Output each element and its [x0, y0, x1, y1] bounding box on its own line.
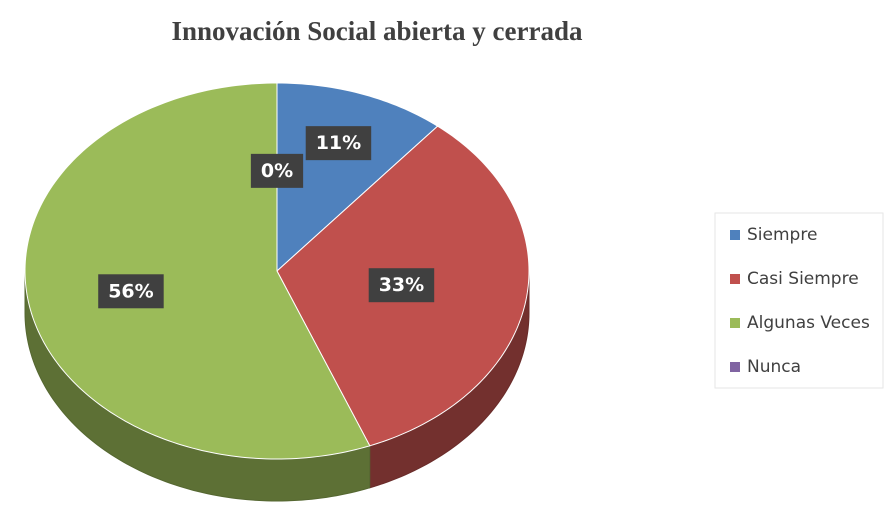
slice	[24, 82, 371, 460]
data-label-box	[368, 268, 435, 303]
data-label-box	[250, 153, 304, 188]
legend-swatch	[730, 230, 740, 240]
chart-title: Innovación Social abierta y cerrada	[172, 16, 583, 46]
legend-swatch	[730, 274, 740, 284]
data-label-box	[305, 126, 372, 161]
legend-swatch	[730, 318, 740, 328]
legend-label: Nunca	[747, 357, 801, 377]
data-label: 33%	[379, 274, 424, 296]
data-label-box	[98, 274, 164, 309]
data-label: 56%	[108, 280, 153, 302]
data-label: 11%	[316, 132, 361, 154]
legend-label: Siempre	[747, 225, 817, 245]
legend-swatch	[730, 362, 740, 372]
data-label: 0%	[261, 160, 293, 182]
legend-label: Algunas Veces	[747, 313, 870, 333]
legend	[714, 212, 884, 389]
legend-label: Casi Siempre	[747, 269, 859, 289]
